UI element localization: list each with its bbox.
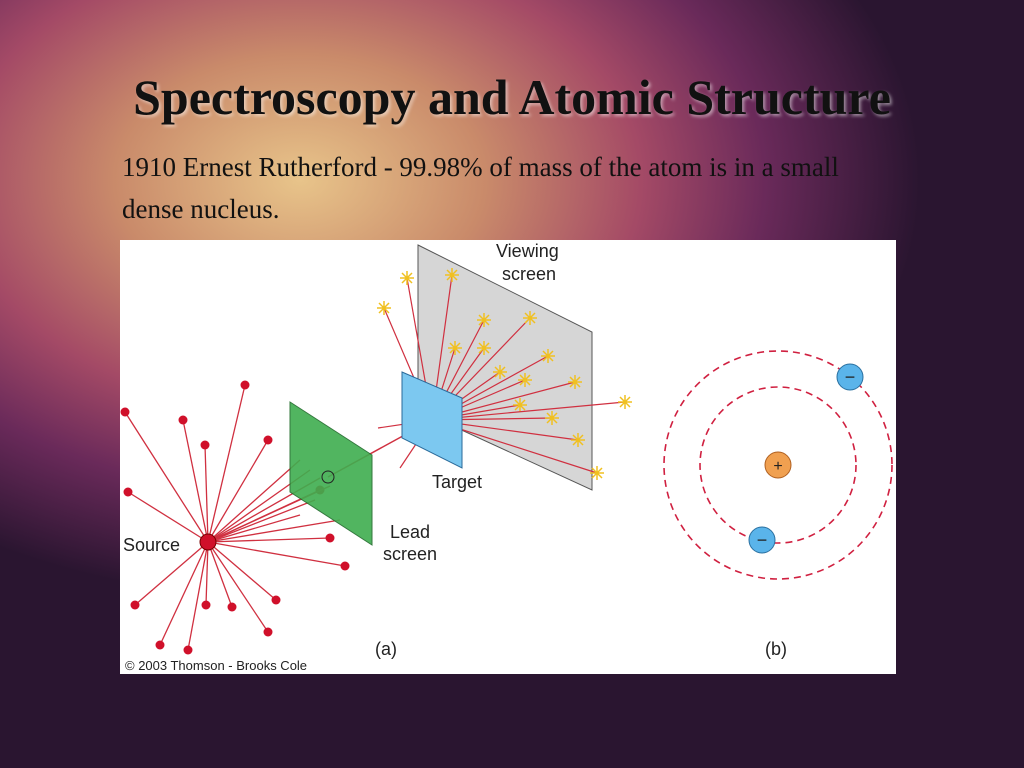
lead-screen [289,401,373,546]
electron-sign: − [845,367,856,387]
viewing-label: screen [502,264,556,284]
viewing-label: Viewing [496,241,559,261]
lead-label: Lead [390,522,430,542]
ray [207,537,331,543]
deflected-particle [263,627,273,637]
lead-hole [321,470,335,484]
copyright: © 2003 Thomson - Brooks Cole [125,658,307,673]
scintillation [518,373,532,387]
electron [748,526,776,554]
outer-orbit [663,350,893,580]
scintillation [618,395,632,409]
ray [187,541,209,651]
nucleus [764,451,792,479]
scintillation [477,313,491,327]
scintillation [571,433,585,447]
scintillation [477,341,491,355]
electron [836,363,864,391]
deflected-particle [240,380,250,390]
ray [124,411,209,543]
ray [207,384,246,543]
deflected-particle [123,487,133,497]
deflected-particle [263,435,273,445]
ray [134,541,209,606]
deflected-particle [201,600,211,610]
ray [207,499,316,543]
scintillation [493,365,507,379]
scintillation [590,466,604,480]
slide-body: 1910 Ernest Rutherford - 99.98% of mass … [122,152,839,224]
deflected-particle [340,561,350,571]
ray [207,514,301,543]
inner-orbit [699,386,857,544]
deflected-particle [178,415,188,425]
ray [207,439,269,543]
deflected-particle [227,602,237,612]
ray [207,541,346,567]
deflected-particle [183,645,193,655]
deflected-particle [325,533,335,543]
scintillation [448,341,462,355]
panel-label: (b) [765,639,787,659]
ray [127,491,209,543]
electron-sign: − [757,530,768,550]
ray [204,444,209,543]
deflected-particle [130,600,140,610]
scintillation [523,311,537,325]
panel-label: (a) [375,639,397,659]
source-label: Source [123,535,180,555]
ray [207,541,277,601]
ray [431,401,626,421]
ray [182,419,209,543]
scintillation [377,301,391,315]
scintillation [445,268,459,282]
source-dot [199,533,217,551]
slide-title: Spectroscopy and Atomic Structure [133,69,891,125]
scintillation [541,349,555,363]
scintillation [545,411,559,425]
target [401,371,463,469]
ray [205,541,209,606]
scintillation [568,375,582,389]
deflected-particle [200,440,210,450]
scintillation [400,271,414,285]
ray [207,459,301,543]
lead-label: screen [383,544,437,564]
ray [207,519,341,543]
deflected-particle [155,640,165,650]
deflected-particle [271,595,281,605]
nucleus-sign: + [773,458,782,475]
scintillation [513,398,527,412]
ray [207,541,269,633]
target-label: Target [432,472,482,492]
ray [159,541,209,646]
ray [207,541,233,608]
deflected-particle [120,407,130,417]
